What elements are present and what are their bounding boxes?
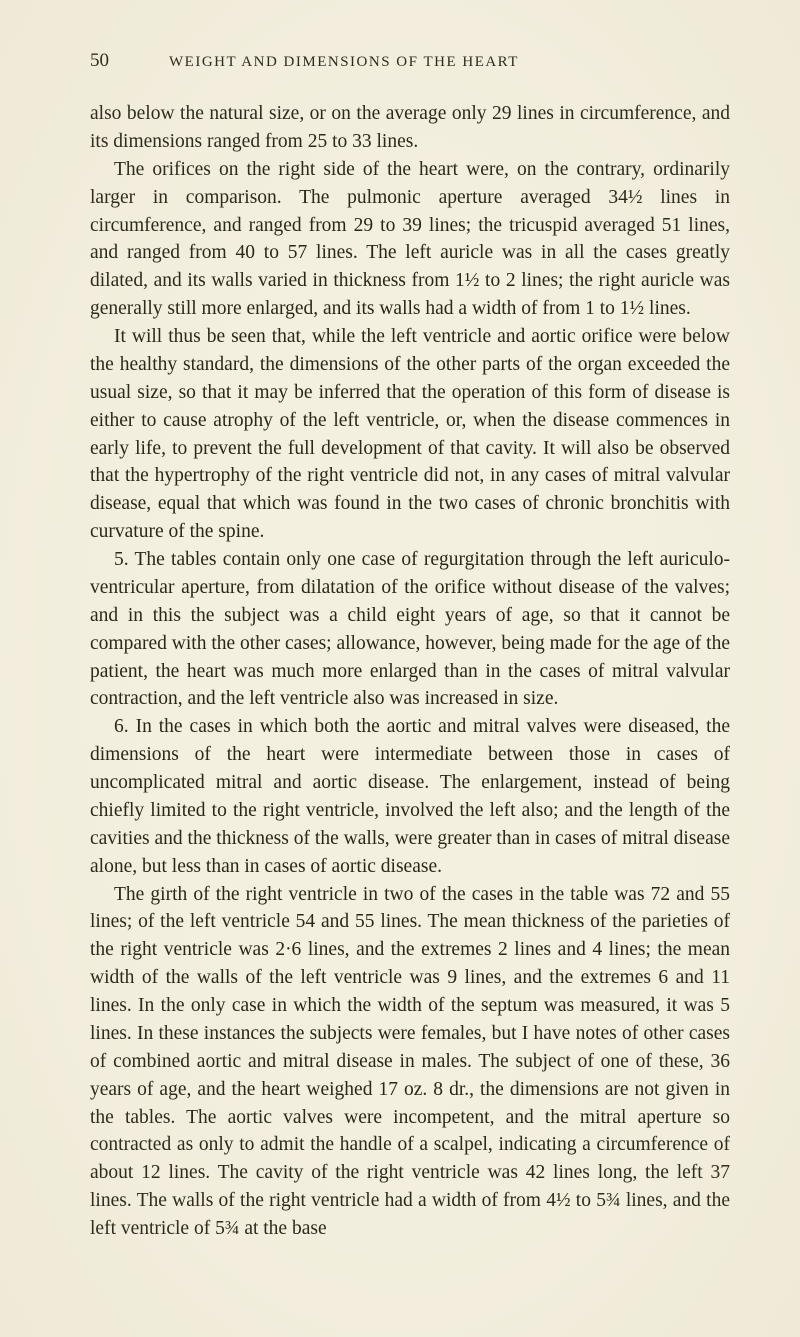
paragraph: The orifices on the right side of the he… (90, 156, 730, 323)
body-text: also below the natural size, or on the a… (90, 100, 730, 1243)
paragraph: also below the natural size, or on the a… (90, 100, 730, 156)
paragraph: 5. The tables contain only one case of r… (90, 546, 730, 713)
paragraph: The girth of the right ventricle in two … (90, 881, 730, 1243)
running-title: WEIGHT AND DIMENSIONS OF THE HEART (169, 54, 519, 71)
page-number: 50 (90, 50, 109, 72)
page-header: 50 WEIGHT AND DIMENSIONS OF THE HEART (90, 50, 730, 72)
book-page: 50 WEIGHT AND DIMENSIONS OF THE HEART al… (0, 0, 800, 1293)
paragraph: It will thus be seen that, while the lef… (90, 323, 730, 546)
paragraph: 6. In the cases in which both the aortic… (90, 713, 730, 880)
